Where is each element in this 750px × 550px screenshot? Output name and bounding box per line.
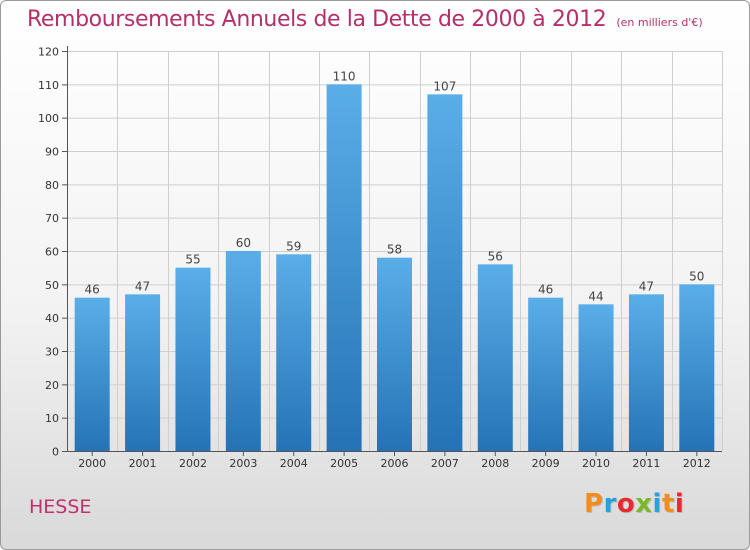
data-label: 60 [236, 236, 251, 250]
y-tick-label: 80 [45, 179, 59, 192]
logo-letter: i [652, 489, 662, 519]
data-label: 44 [588, 289, 603, 303]
x-tick-label: 2011 [632, 457, 660, 470]
logo-letter: P [584, 489, 604, 519]
x-tick-label: 2007 [431, 457, 459, 470]
y-tick-label: 60 [45, 246, 59, 259]
x-tick-label: 2001 [129, 457, 157, 470]
y-tick-label: 120 [38, 46, 59, 59]
bar [528, 297, 564, 451]
logo-letter: i [674, 489, 685, 519]
x-tick-label: 2000 [78, 457, 106, 470]
y-tick-label: 50 [45, 279, 59, 292]
logo-letter: o [616, 489, 636, 519]
x-tick-label: 2003 [229, 457, 257, 470]
x-tick-label: 2006 [381, 457, 409, 470]
bar [679, 284, 715, 451]
bar [628, 294, 664, 451]
x-tick-label: 2002 [179, 457, 207, 470]
data-label: 46 [85, 283, 100, 297]
x-tick-label: 2010 [582, 457, 610, 470]
bar [377, 257, 412, 451]
y-tick-label: 90 [45, 146, 59, 159]
data-label: 58 [387, 243, 402, 257]
data-label: 47 [135, 279, 150, 293]
bar [225, 251, 261, 451]
chart-title: Remboursements Annuels de la Dette de 20… [27, 7, 703, 32]
y-tick-label: 110 [38, 79, 59, 92]
y-tick-label: 100 [38, 112, 59, 125]
chart-subtitle: (en milliers d'€) [616, 16, 703, 29]
x-tick-label: 2009 [532, 457, 560, 470]
commune-name: HESSE [29, 496, 92, 518]
bar [125, 294, 161, 451]
x-tick-label: 2012 [683, 457, 711, 470]
bar [74, 297, 110, 451]
data-labels: 46 47 55 60 59 110 58 107 56 46 44 47 50 [85, 69, 705, 303]
y-tick-label: 70 [45, 212, 59, 225]
bars [74, 84, 715, 451]
y-tick-label: 20 [45, 379, 59, 392]
y-tick-label: 40 [45, 312, 59, 325]
y-tick-label: 10 [45, 412, 59, 425]
logo-letter: t [661, 489, 675, 519]
logo-letter: r [603, 489, 617, 519]
logo-letter: x [635, 489, 653, 519]
x-tick-label: 2008 [481, 457, 509, 470]
data-label: 59 [286, 239, 301, 253]
bar [477, 264, 513, 451]
data-label: 47 [639, 279, 654, 293]
y-tick-label: 30 [45, 346, 59, 359]
data-label: 46 [538, 283, 553, 297]
bar [276, 254, 312, 451]
bar [427, 94, 463, 451]
data-label: 107 [433, 79, 456, 93]
y-tick-label: 0 [52, 446, 59, 459]
bar [578, 304, 614, 451]
axes: 0 10 20 30 40 50 60 70 80 90 100 110 120 2000 2001 2002… [38, 46, 722, 470]
data-label: 55 [185, 253, 200, 267]
x-tick-label: 2005 [330, 457, 358, 470]
x-tick-label: 2004 [280, 457, 308, 470]
proxiti-logo: Proxiti [584, 489, 684, 519]
bar [326, 84, 362, 451]
data-label: 56 [488, 249, 503, 263]
bar [175, 267, 211, 451]
data-label: 50 [689, 269, 704, 283]
chart-title-text: Remboursements Annuels de la Dette de 20… [27, 7, 607, 32]
data-label: 110 [333, 69, 356, 83]
